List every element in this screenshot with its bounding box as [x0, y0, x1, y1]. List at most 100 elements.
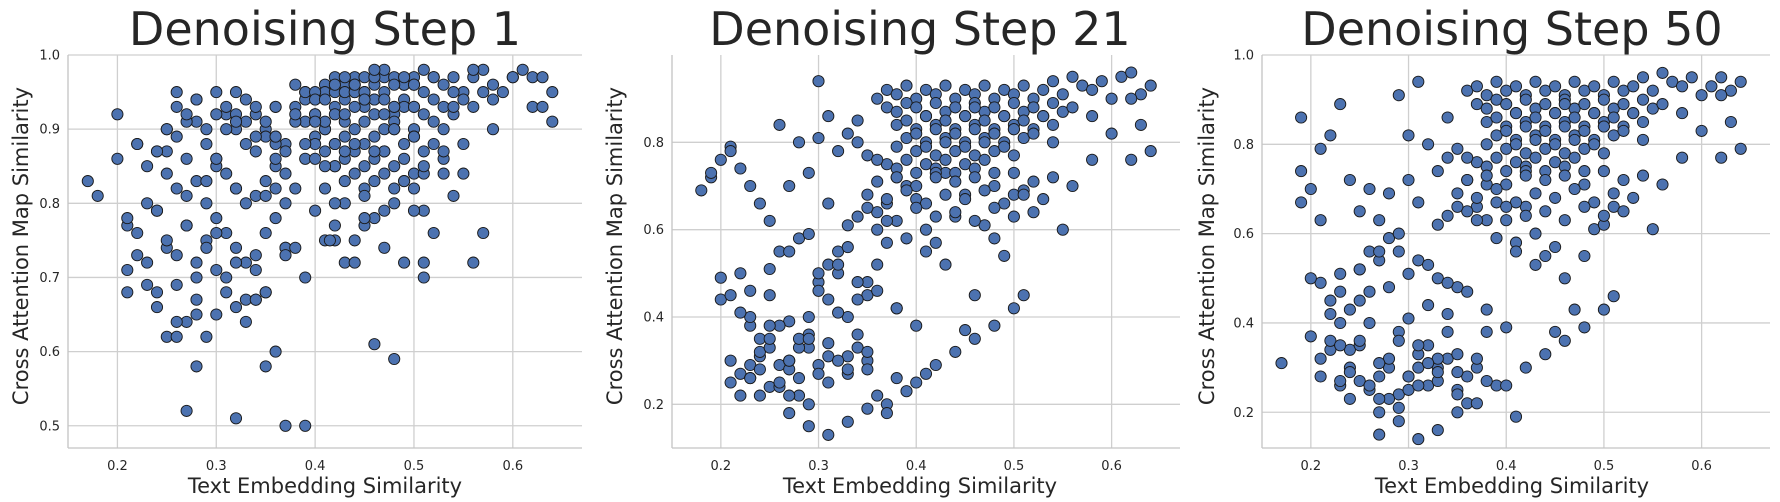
y-tick-label: 0.9 — [39, 123, 60, 138]
scatter-point — [988, 319, 1001, 332]
scatter-point — [210, 108, 223, 121]
scatter-point — [239, 315, 252, 328]
scatter-point — [1007, 166, 1020, 179]
scatter-point — [968, 149, 981, 162]
scatter-point — [190, 360, 203, 373]
scatter-point — [1480, 138, 1493, 151]
scatter-point — [190, 293, 203, 306]
scatter-point — [1086, 110, 1099, 123]
scatter-point — [200, 123, 213, 136]
scatter-point — [1568, 111, 1581, 124]
scatter-point — [919, 83, 933, 96]
scatter-point — [427, 115, 440, 128]
scatter-point — [348, 100, 361, 113]
scatter-point — [744, 310, 757, 324]
scatter-point — [822, 197, 835, 210]
scatter-point — [170, 100, 183, 113]
scatter-point — [1470, 397, 1483, 410]
chart-title: Denoising Step 21 — [709, 2, 1130, 56]
scatter-point — [1480, 169, 1493, 182]
scatter-point — [900, 385, 913, 398]
scatter-point — [978, 114, 991, 127]
scatter-point — [229, 115, 243, 128]
x-tick-label: 0.3 — [1398, 459, 1419, 474]
scatter-point — [1607, 200, 1620, 213]
scatter-point — [1549, 191, 1562, 204]
scatter-point — [1646, 223, 1659, 236]
scatter-point — [949, 345, 962, 358]
scatter-point — [407, 100, 421, 113]
scatter-point — [1056, 88, 1069, 101]
scatter-point — [358, 160, 371, 173]
scatter-point — [1519, 93, 1532, 106]
scatter-point — [220, 123, 233, 136]
y-tick-label: 0.2 — [643, 398, 664, 413]
y-tick-labels: 0.5 0.6 0.7 0.8 0.9 1.0 — [39, 49, 60, 435]
scatter-point — [919, 223, 933, 236]
scatter-point — [1627, 107, 1640, 120]
scatter-point — [1392, 227, 1405, 240]
scatter-point — [348, 123, 361, 136]
scatter-point — [229, 182, 243, 195]
scatter-point — [388, 123, 401, 136]
scatter-point — [978, 79, 991, 92]
scatter-point — [358, 212, 371, 225]
scatter-point — [1617, 98, 1630, 111]
x-axis-label: Text Embedding Similarity — [1374, 474, 1649, 498]
scatter-point — [150, 145, 164, 158]
scatter-point — [407, 204, 421, 217]
scatter-point — [871, 284, 884, 297]
scatter-point — [318, 93, 332, 106]
scatter-point — [279, 197, 292, 210]
scatter-point — [1373, 428, 1386, 441]
scatter-point — [841, 127, 854, 140]
scatter-point — [1037, 193, 1050, 206]
scatter-point — [1539, 205, 1552, 218]
scatter-point — [871, 389, 884, 402]
scatter-point — [1597, 147, 1610, 160]
scatter-point — [318, 145, 332, 158]
scatter-point — [910, 166, 923, 179]
scatter-point — [763, 214, 776, 227]
scatter-point — [1490, 151, 1503, 164]
scatter-point — [939, 258, 952, 271]
scatter-point — [1144, 79, 1157, 92]
scatter-point — [929, 210, 942, 223]
scatter-point — [919, 367, 933, 380]
scatter-point — [536, 100, 549, 113]
scatter-point — [358, 115, 371, 128]
scatter-point — [1597, 120, 1610, 133]
scatter-point — [1373, 392, 1386, 405]
scatter-point — [978, 136, 991, 149]
scatter-point — [210, 212, 223, 225]
scatter-point — [1422, 258, 1435, 271]
scatter-point — [1431, 366, 1444, 379]
scatter-point — [1676, 151, 1689, 164]
scatter-point — [734, 306, 747, 319]
scatter-point — [1027, 101, 1040, 114]
scatter-point — [1382, 281, 1396, 294]
scatter-point — [871, 175, 884, 188]
scatter-point — [890, 372, 903, 385]
scatter-point — [1314, 370, 1327, 383]
y-tick-label: 0.6 — [643, 223, 664, 238]
scatter-point — [1588, 138, 1601, 151]
scatter-point — [1509, 196, 1523, 209]
scatter-point — [1017, 79, 1030, 92]
scatter-point — [299, 271, 312, 284]
scatter-point — [1529, 151, 1542, 164]
scatter-point — [1007, 149, 1020, 162]
scatter-point — [1500, 321, 1513, 334]
scatter-point — [1676, 80, 1689, 93]
scatter-point — [427, 93, 440, 106]
scatter-point — [851, 328, 864, 341]
axes-spines — [1261, 55, 1770, 449]
scatter-point — [949, 175, 962, 188]
scatter-point — [1046, 136, 1060, 149]
scatter-point — [919, 245, 933, 258]
scatter-point — [1451, 406, 1464, 419]
scatter-point — [1607, 129, 1620, 142]
scatter-point — [832, 354, 845, 367]
scatter-point — [1125, 153, 1138, 166]
x-tick-label: 0.4 — [906, 459, 927, 474]
